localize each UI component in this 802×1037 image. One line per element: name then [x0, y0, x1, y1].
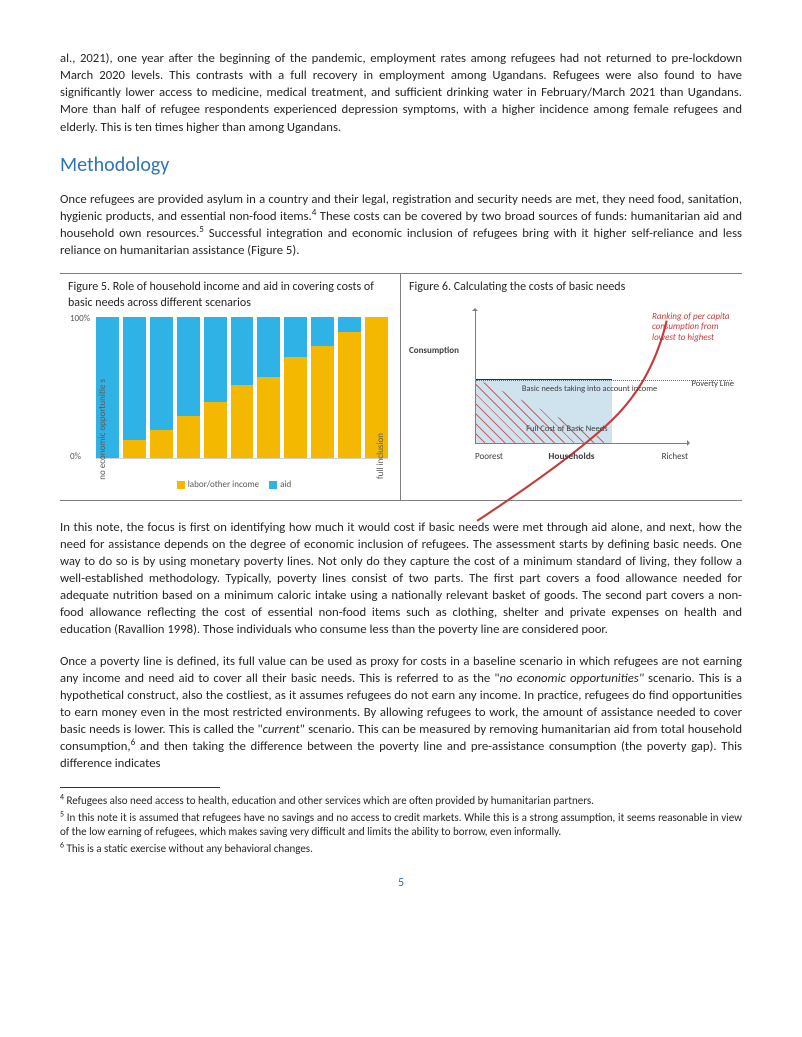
label-basic-needs: Basic needs taking into account income	[522, 385, 657, 395]
heading-methodology: Methodology	[60, 152, 742, 179]
footnote-separator	[60, 787, 220, 788]
label-no-economic: no economic opportunitie s	[98, 379, 108, 480]
text: and then taking the difference between t…	[60, 739, 742, 771]
bar	[311, 317, 334, 458]
figure-6-title: Figure 6. Calculating the costs of basic…	[409, 280, 734, 296]
paragraph-method-1: Once refugees are provided asylum in a c…	[60, 191, 742, 260]
label-poverty-line: Poverty Line	[692, 380, 734, 390]
label-households: Households	[548, 451, 594, 462]
label-full-inclusion: full inclusion	[376, 433, 386, 479]
legend-label-aid: aid	[280, 479, 291, 490]
figure-5-title: Figure 5. Role of household income and a…	[68, 280, 392, 311]
bar-segment-aid	[338, 317, 361, 331]
bar-segment-aid	[257, 317, 280, 376]
bar-segment-income	[257, 377, 280, 459]
paragraph-intro: al., 2021), one year after the beginning…	[60, 50, 742, 136]
label-full-cost: Full Cost of Basic Needs	[526, 425, 607, 435]
bar-segment-income	[204, 402, 227, 458]
bar-segment-aid	[150, 317, 173, 430]
bar	[150, 317, 173, 458]
bar-segment-aid	[204, 317, 227, 402]
label-poorest: Poorest	[475, 452, 503, 462]
y-axis-0: 0%	[70, 451, 81, 463]
bar-segment-aid	[231, 317, 254, 385]
figure-6-chart: Consumption Basic needs taking into acco…	[409, 302, 734, 462]
y-axis-100: 100%	[70, 313, 90, 325]
page-number: 5	[60, 875, 742, 891]
paragraph-method-2: In this note, the focus is first on iden…	[60, 519, 742, 639]
footnotes: 4 Refugees also need access to health, e…	[60, 794, 742, 857]
legend-swatch-income	[177, 481, 185, 489]
bar	[204, 317, 227, 458]
bar	[284, 317, 307, 458]
footnote-text: In this note it is assumed that refugees…	[60, 811, 742, 838]
figure-6: Figure 6. Calculating the costs of basic…	[401, 274, 742, 499]
bar-plot	[96, 317, 388, 459]
figure-5-legend: labor/other income aid	[68, 479, 392, 491]
figure-row: Figure 5. Role of household income and a…	[60, 273, 742, 500]
bar-segment-income	[284, 357, 307, 459]
paragraph-method-3: Once a poverty line is defined, its full…	[60, 653, 742, 773]
figure-5: Figure 5. Role of household income and a…	[60, 274, 401, 499]
label-consumption: Consumption	[409, 346, 459, 356]
bar	[338, 317, 361, 458]
figure-5-chart: 100% 0% no economic opportunitie s full …	[68, 317, 392, 477]
legend-label-income: labor/other income	[188, 479, 259, 490]
bar-segment-income	[338, 332, 361, 459]
label-richest: Richest	[662, 452, 688, 462]
legend-swatch-aid	[269, 481, 277, 489]
bar	[177, 317, 200, 458]
bar-segment-aid	[177, 317, 200, 416]
bar	[231, 317, 254, 458]
footnote-text: Refugees also need access to health, edu…	[64, 794, 594, 807]
bar-segment-income	[311, 346, 334, 459]
bar	[257, 317, 280, 458]
label-ranking: Ranking of per capita consumption from l…	[652, 312, 730, 343]
bar-segment-aid	[123, 317, 146, 440]
footnote-4: 4 Refugees also need access to health, e…	[60, 794, 742, 808]
text-em: current	[263, 722, 300, 737]
bar-segment-income	[123, 440, 146, 458]
bar-segment-income	[177, 416, 200, 458]
footnote-6: 6 This is a static exercise without any …	[60, 842, 742, 856]
bar-segment-income	[150, 430, 173, 458]
bar-segment-income	[231, 385, 254, 458]
footnote-5: 5 In this note it is assumed that refuge…	[60, 811, 742, 840]
bar-segment-aid	[284, 317, 307, 356]
text-em: no economic opportunities"	[500, 671, 644, 686]
footnote-text: This is a static exercise without any be…	[64, 842, 313, 855]
bar	[123, 317, 146, 458]
bar-segment-aid	[311, 317, 334, 345]
